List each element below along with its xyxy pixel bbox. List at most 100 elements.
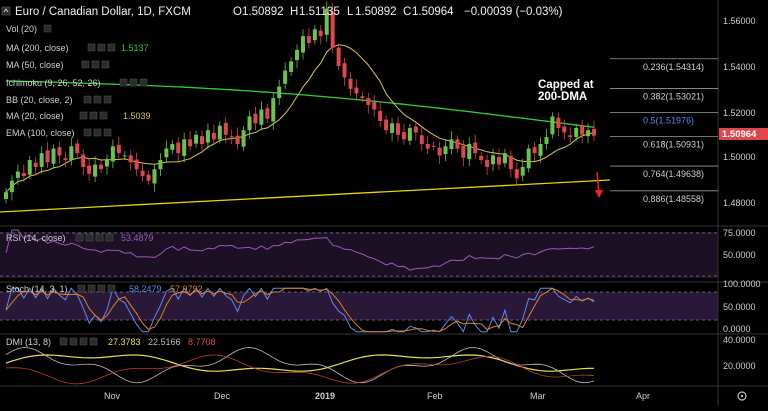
candle-body: [330, 11, 335, 48]
stoch-k-value: 58.2479: [129, 284, 162, 294]
collapse-icon[interactable]: [1, 6, 11, 16]
candle-body: [306, 36, 311, 44]
candle-body: [200, 136, 204, 144]
candle-body: [188, 139, 193, 147]
candle-body: [366, 98, 371, 105]
stoch-d-value: 57.9792: [170, 284, 203, 294]
candle-body: [128, 155, 133, 163]
bb-controls[interactable]: [83, 95, 112, 104]
candle-body: [217, 125, 222, 140]
price-panel: [0, 0, 718, 226]
candle-body: [300, 36, 305, 53]
candle-body: [443, 146, 448, 155]
annotation-line2: 200-DMA: [538, 91, 587, 103]
x-tick: Feb: [427, 391, 443, 401]
candle-body: [271, 98, 276, 122]
bb-label[interactable]: BB (20, close, 2): [6, 95, 73, 105]
candle-body: [15, 171, 20, 178]
ohlc-c: 1.50964: [412, 6, 454, 18]
dmi-plus-line: [5, 347, 595, 384]
symbol-title[interactable]: Euro / Canadian Dollar, 1D, FXCM: [15, 6, 191, 18]
candle-body: [378, 110, 383, 122]
stoch-label[interactable]: Stoch (14, 3, 1): [6, 284, 68, 294]
candle-body: [586, 130, 591, 137]
candle-body: [45, 150, 50, 163]
ma50-controls[interactable]: [81, 60, 110, 69]
candle-body: [485, 160, 490, 167]
candle-body: [235, 135, 240, 144]
stoch-axis-tick: 50.0000: [723, 302, 756, 312]
dmi-controls[interactable]: [59, 337, 98, 346]
candle-body: [4, 192, 8, 200]
candle-body: [342, 63, 347, 78]
candle-body: [372, 102, 377, 110]
fib-label: 0.236(1.54314): [643, 62, 704, 72]
candle-body: [205, 130, 210, 143]
candle-body: [401, 132, 406, 140]
indicator-legends: Vol (20) MA (200, close) 1.5137 MA (50, …: [6, 24, 151, 138]
dmi-axis-tick: 40.0000: [723, 335, 756, 345]
candle-body: [491, 155, 496, 165]
candle-body: [324, 8, 329, 35]
ohlc-c-label: C: [403, 6, 411, 18]
candle-body: [348, 78, 353, 89]
candle-body: [520, 166, 525, 176]
rsi-line: [5, 229, 595, 271]
candle-body: [425, 143, 430, 149]
candle-body: [467, 143, 472, 160]
candle-body: [140, 170, 145, 177]
price-tick: 1.50000: [723, 152, 756, 162]
ma200-controls[interactable]: [87, 43, 116, 52]
ma20-label[interactable]: MA (20, close): [6, 111, 64, 121]
time-axis[interactable]: Nov Dec 2019 Feb Mar Apr: [104, 391, 650, 401]
candle-body: [455, 139, 460, 149]
candle-body: [164, 148, 169, 158]
candle-body: [265, 108, 270, 119]
candle-body: [449, 139, 454, 150]
price-axis[interactable]: 1.56000 1.54000 1.52000 1.50000 1.48000: [723, 16, 756, 208]
candle-body: [574, 127, 579, 138]
stoch-controls[interactable]: [77, 284, 116, 293]
candle-body: [479, 155, 484, 161]
rsi-value: 53.4879: [121, 233, 154, 243]
candle-body: [568, 135, 573, 138]
ma20-controls[interactable]: [79, 111, 108, 120]
fib-label: 0.382(1.53021): [643, 91, 704, 101]
rsi-label[interactable]: RSI (14, close): [6, 233, 66, 243]
stoch-axis-tick: 100.0000: [723, 279, 761, 289]
candle-body: [241, 130, 246, 147]
dmi-label[interactable]: DMI (13, 8): [6, 337, 51, 347]
current-price: 1.50964: [722, 129, 757, 140]
ma200-label[interactable]: MA (200, close): [6, 43, 69, 53]
ema-label[interactable]: EMA (100, close): [6, 128, 75, 138]
candle-body: [496, 156, 501, 165]
candle-body: [283, 70, 288, 84]
candle-body: [211, 132, 216, 140]
candle-body: [33, 162, 38, 167]
candle-body: [176, 142, 181, 154]
chart-settings-gear-icon[interactable]: [737, 391, 747, 401]
candle-body: [407, 127, 412, 141]
dmi-plus-value: 22.5166: [148, 337, 181, 347]
candle-body: [312, 29, 317, 41]
ma20-value: 1.5039: [123, 111, 151, 121]
candle-body: [39, 153, 44, 167]
candle-body: [354, 87, 359, 94]
rsi-controls[interactable]: [75, 233, 114, 242]
price-tick: 1.54000: [723, 62, 756, 72]
candle-body: [247, 116, 252, 131]
candle-body: [146, 174, 151, 181]
ma50-label[interactable]: MA (50, close): [6, 60, 64, 70]
vol-label[interactable]: Vol (20): [6, 24, 37, 34]
candle-body: [93, 164, 98, 177]
ichimoku-controls[interactable]: [119, 78, 148, 87]
settings-icon[interactable]: [43, 24, 52, 33]
ichimoku-label[interactable]: Ichimoku (9, 26, 52, 26): [6, 78, 101, 88]
candle-body: [562, 126, 567, 133]
x-tick: Mar: [530, 391, 546, 401]
ema-controls[interactable]: [83, 128, 112, 137]
candle-body: [544, 137, 549, 144]
candle-body: [502, 153, 507, 164]
candle-body: [532, 147, 537, 154]
